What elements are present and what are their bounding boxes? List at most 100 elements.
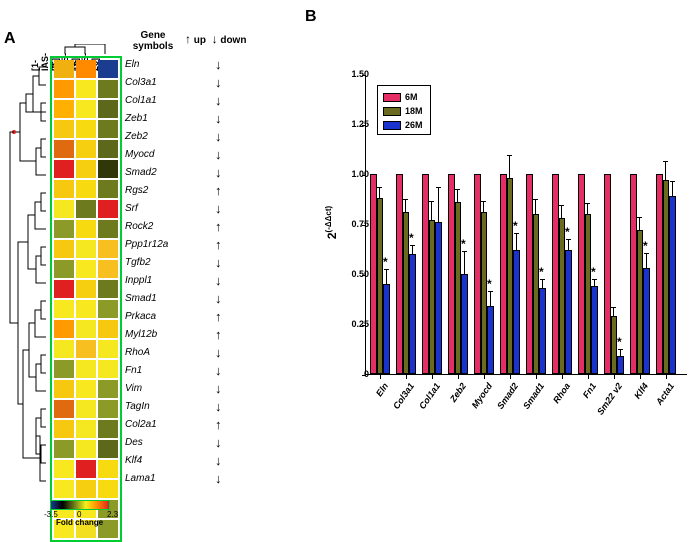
gene-symbol: Tgfb2 <box>125 257 180 268</box>
legend-label: 18M <box>405 104 423 118</box>
up-arrow-icon: ↑ <box>215 219 222 234</box>
heatmap-cell <box>54 400 74 418</box>
heatmap-cell <box>76 220 96 238</box>
gene-symbol: Eln <box>125 59 180 70</box>
heatmap-cell <box>98 60 118 78</box>
down-arrow-icon: ↓ <box>215 453 222 468</box>
heatmap-cell <box>76 180 96 198</box>
heatmap-cell <box>98 320 118 338</box>
heatmap-cell <box>54 360 74 378</box>
legend-label: 26M <box>405 118 423 132</box>
heatmap-cell <box>98 420 118 438</box>
down-arrow-icon: ↓ <box>215 147 222 162</box>
heatmap-cell <box>54 340 74 358</box>
heatmap-cell <box>54 240 74 258</box>
up-arrow-icon: ↑ <box>215 327 222 342</box>
row-dendrogram <box>6 58 48 490</box>
down-arrow-icon: ↓ <box>215 255 222 270</box>
heatmap-cell <box>54 100 74 118</box>
heatmap-cell <box>98 120 118 138</box>
significance-star: * <box>383 255 388 269</box>
heatmap-cell <box>76 200 96 218</box>
heatmap-cell <box>76 460 96 478</box>
up-arrow-icon: ↑ <box>215 237 222 252</box>
heatmap-cell <box>54 280 74 298</box>
heatmap-cell <box>98 160 118 178</box>
significance-star: * <box>591 265 596 279</box>
heatmap-cell <box>76 100 96 118</box>
colorbar-max: 2.3 <box>107 510 118 519</box>
heatmap-cell <box>76 420 96 438</box>
down-arrow-icon: ↓ <box>215 381 222 396</box>
gene-symbol: Prkaca <box>125 311 180 322</box>
significance-star: * <box>513 219 518 233</box>
heatmap-cell <box>98 360 118 378</box>
up-arrow-icon: ↑ <box>215 309 222 324</box>
gene-symbol: Rgs2 <box>125 185 180 196</box>
gene-symbol: Zeb1 <box>125 113 180 124</box>
y-tick-label: 0.75 <box>339 219 369 229</box>
heatmap-cell <box>76 320 96 338</box>
down-arrow-icon: ↓ <box>215 399 222 414</box>
bar <box>461 274 468 374</box>
heatmap-cell <box>54 420 74 438</box>
heatmap-cell <box>98 380 118 398</box>
heatmap-cell <box>54 320 74 338</box>
panel-b-label: B <box>305 8 317 26</box>
heatmap-cell <box>76 480 96 498</box>
heatmap-cell <box>76 240 96 258</box>
heatmap-cell <box>54 300 74 318</box>
heatmap-cell <box>76 400 96 418</box>
legend-item: 6M <box>383 90 423 104</box>
heatmap-cell <box>54 480 74 498</box>
heatmap-cell <box>76 120 96 138</box>
y-tick-label: 1.50 <box>339 69 369 79</box>
gene-symbol: Col2a1 <box>125 419 180 430</box>
gene-symbol: Fn1 <box>125 365 180 376</box>
heatmap-cell <box>98 300 118 318</box>
column-dendrogram <box>55 44 115 54</box>
significance-star: * <box>461 237 466 251</box>
legend-swatch <box>383 93 401 102</box>
legend-item: 18M <box>383 104 423 118</box>
heatmap-cell <box>98 180 118 198</box>
gene-symbol: TagIn <box>125 401 180 412</box>
heatmap-cell <box>98 340 118 358</box>
significance-star: * <box>565 225 570 239</box>
bar <box>435 222 442 374</box>
heatmap-cell <box>54 60 74 78</box>
y-tick-label: 1.00 <box>339 169 369 179</box>
heatmap-cell <box>98 280 118 298</box>
heatmap-cell <box>54 180 74 198</box>
down-arrow-icon: ↓ <box>215 345 222 360</box>
significance-star: * <box>409 231 414 245</box>
bar <box>487 306 494 374</box>
down-arrow-icon: ↓ <box>215 129 222 144</box>
heatmap-cell <box>54 200 74 218</box>
panel-a: A [1-IAS-06] [2-IAS-18] [3-IAS-26] Gene … <box>0 0 300 528</box>
significance-star: * <box>539 265 544 279</box>
gene-symbol: Myocd <box>125 149 180 160</box>
y-tick-label: 0.25 <box>339 319 369 329</box>
gene-symbol: Klf4 <box>125 455 180 466</box>
updown-header: ↑ up ↓ down <box>185 32 246 46</box>
heatmap-cell <box>76 160 96 178</box>
y-axis-label: 2(-ΔΔct) <box>324 206 339 239</box>
up-arrow-icon: ↑ <box>215 417 222 432</box>
bar <box>383 284 390 374</box>
heatmap-cell <box>76 300 96 318</box>
down-arrow-icon: ↓ <box>215 57 222 72</box>
heatmap-cell <box>54 120 74 138</box>
heatmap-cell <box>98 240 118 258</box>
down-arrow-icon: ↓ <box>215 363 222 378</box>
heatmap-cell <box>76 140 96 158</box>
gene-symbol: Myl12b <box>125 329 180 340</box>
heatmap-cell <box>76 440 96 458</box>
heatmap-cell <box>98 200 118 218</box>
gene-symbol: Rock2 <box>125 221 180 232</box>
bar <box>669 196 676 374</box>
heatmap-cell <box>76 260 96 278</box>
down-arrow-icon: ↓ <box>215 93 222 108</box>
gene-symbol: Inppl1 <box>125 275 180 286</box>
legend-item: 26M <box>383 118 423 132</box>
